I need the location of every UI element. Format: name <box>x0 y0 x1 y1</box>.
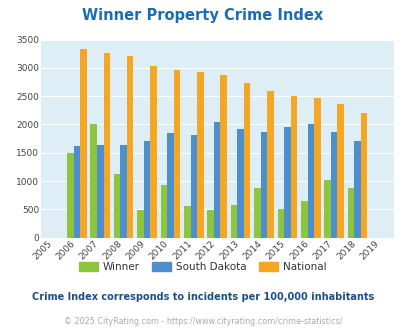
Bar <box>97 145 103 238</box>
Bar <box>143 142 150 238</box>
Bar <box>127 56 133 238</box>
Bar <box>220 75 226 238</box>
Bar <box>337 104 343 238</box>
Bar <box>190 135 196 238</box>
Bar <box>324 180 330 238</box>
Text: Crime Index corresponds to incidents per 100,000 inhabitants: Crime Index corresponds to incidents per… <box>32 292 373 302</box>
Bar <box>137 210 143 238</box>
Bar <box>307 124 313 238</box>
Bar <box>183 206 190 238</box>
Bar <box>354 141 360 238</box>
Bar <box>284 127 290 238</box>
Bar <box>160 185 167 238</box>
Bar <box>173 70 180 238</box>
Bar <box>330 132 337 238</box>
Bar <box>113 174 120 238</box>
Bar <box>80 49 87 238</box>
Bar <box>347 188 354 238</box>
Bar <box>103 53 110 238</box>
Bar <box>277 209 284 238</box>
Bar <box>67 153 73 238</box>
Bar <box>360 113 367 238</box>
Bar <box>266 90 273 238</box>
Text: Winner Property Crime Index: Winner Property Crime Index <box>82 8 323 23</box>
Bar <box>300 201 307 238</box>
Bar <box>230 205 237 238</box>
Bar <box>73 146 80 238</box>
Text: © 2025 CityRating.com - https://www.cityrating.com/crime-statistics/: © 2025 CityRating.com - https://www.city… <box>64 317 341 326</box>
Bar <box>120 145 127 238</box>
Bar <box>150 66 156 238</box>
Bar <box>207 210 213 238</box>
Bar <box>260 132 266 238</box>
Bar <box>313 98 320 238</box>
Bar <box>213 122 220 238</box>
Bar <box>237 129 243 238</box>
Bar <box>167 133 173 238</box>
Bar <box>90 124 97 238</box>
Bar <box>254 188 260 238</box>
Bar <box>243 82 250 238</box>
Legend: Winner, South Dakota, National: Winner, South Dakota, National <box>75 258 330 276</box>
Bar <box>196 72 203 238</box>
Bar <box>290 96 296 238</box>
